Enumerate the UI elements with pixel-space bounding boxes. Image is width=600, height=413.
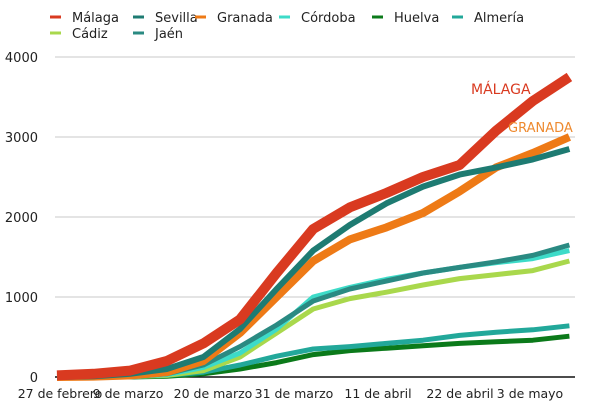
y-tick-label: 3000	[5, 131, 38, 146]
legend: Málaga Sevilla Granada Córdoba Huelva Almería…	[50, 11, 524, 42]
y-tick-label: 2000	[5, 211, 38, 226]
legend-label: Jaén	[154, 27, 183, 42]
annotation-granada: GRANADA	[508, 121, 573, 136]
legend-label: Málaga	[72, 11, 119, 26]
x-tick-label: 22 de abril	[426, 386, 493, 401]
annotation-malaga: MÁLAGA	[471, 81, 531, 98]
legend-label: Cádiz	[72, 27, 108, 42]
x-tick-label: 31 de marzo	[255, 386, 334, 401]
grid	[55, 56, 575, 378]
series-line-cádiz	[57, 258, 571, 380]
x-tick-label: 11 de abril	[344, 386, 411, 401]
x-tick-label: 27 de febrero	[18, 386, 103, 401]
x-tick-label: 20 de marzo	[174, 386, 253, 401]
legend-label: Sevilla	[155, 11, 198, 26]
y-tick-label: 1000	[5, 291, 38, 306]
x-tick-label: 9 de marzo	[93, 386, 164, 401]
y-tick-label: 0	[30, 371, 38, 386]
y-tick-label: 4000	[5, 51, 38, 66]
legend-label: Almería	[474, 11, 524, 26]
series-lines	[56, 72, 573, 381]
series-line-córdoba	[57, 248, 570, 380]
legend-label: Córdoba	[301, 11, 356, 26]
series-line-málaga	[56, 72, 573, 381]
x-tick-label: 3 de mayo	[497, 386, 563, 401]
y-axis-ticks: 0 1000 2000 3000 4000	[5, 51, 38, 386]
legend-label: Huelva	[394, 11, 439, 26]
legend-label: Granada	[217, 11, 273, 26]
